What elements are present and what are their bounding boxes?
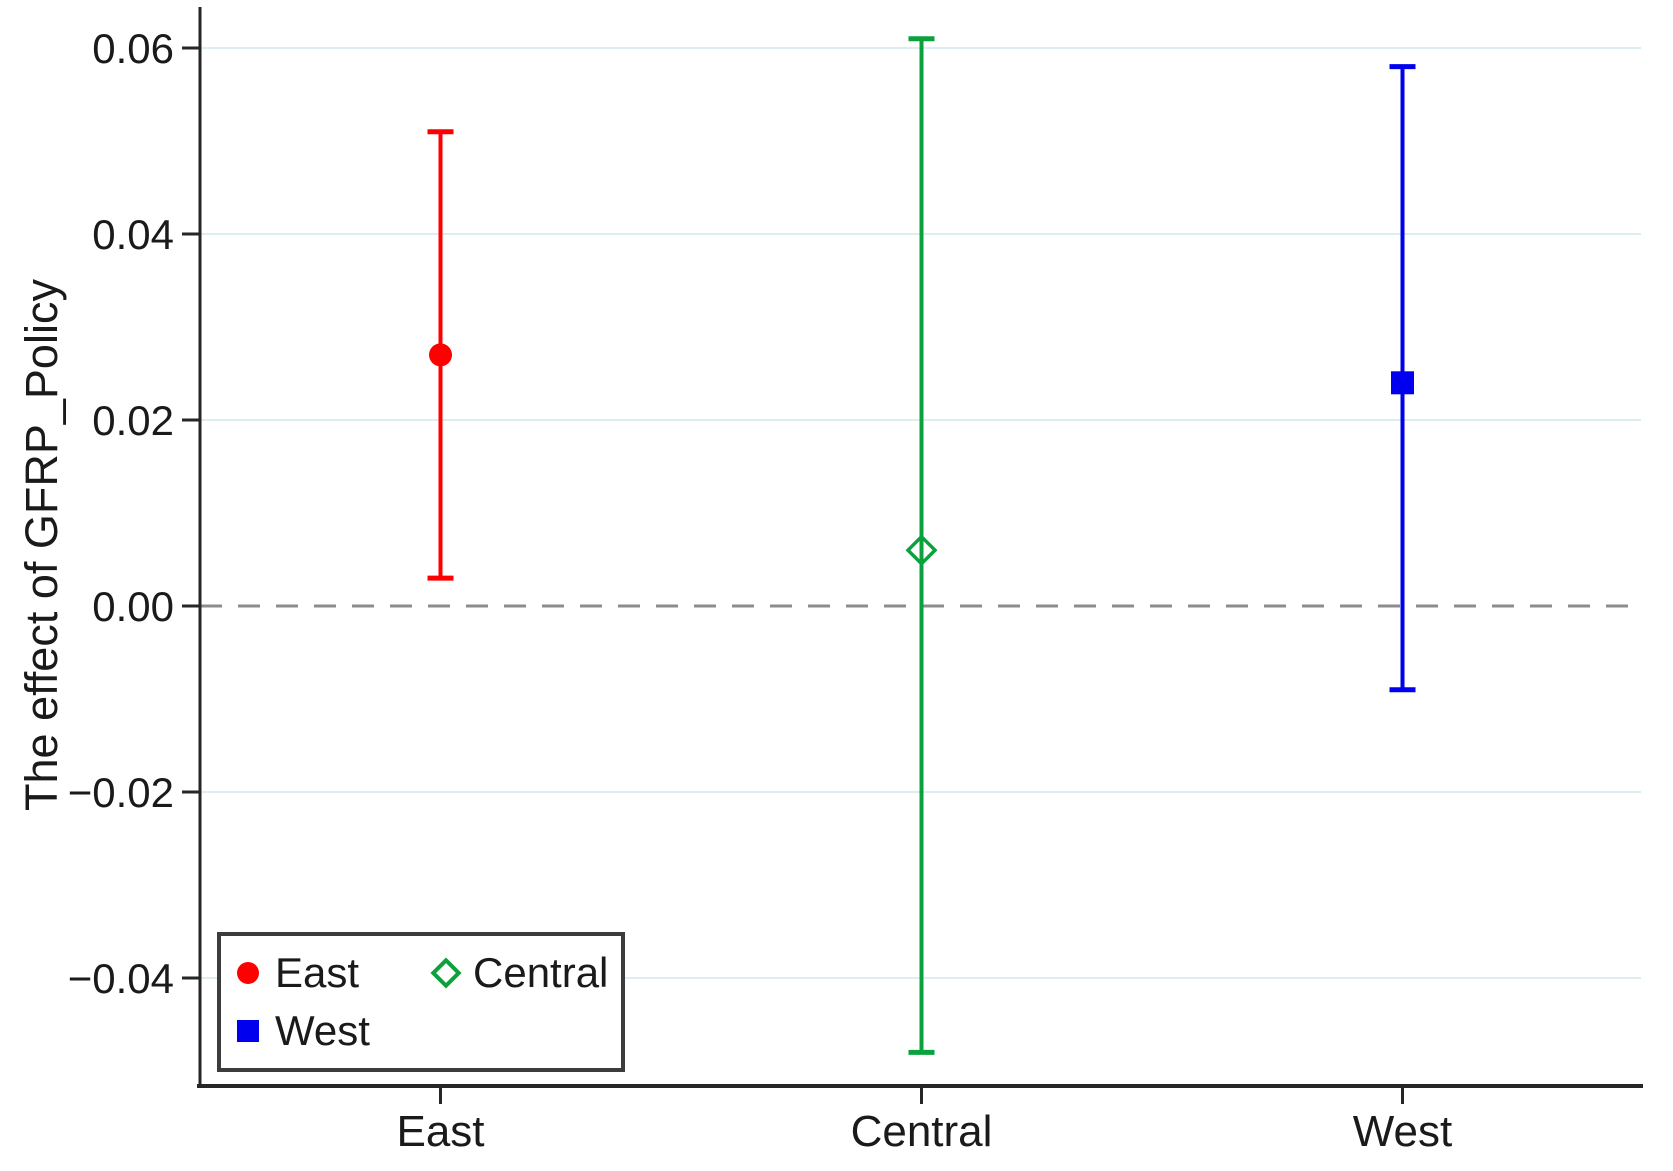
y-tick-label: −0.04 <box>68 955 174 1002</box>
x-tick-label: West <box>1353 1107 1452 1156</box>
legend-item-west: West <box>237 1010 435 1052</box>
legend-label: Central <box>473 949 609 996</box>
y-tick-label: −0.02 <box>68 769 174 816</box>
legend-marker-circle-icon <box>237 962 259 984</box>
y-tick-label: 0.00 <box>92 583 174 630</box>
y-axis-title: The effect of GFRP_Policy <box>16 279 67 811</box>
legend: East Central West <box>217 932 625 1072</box>
legend-marker-square-icon <box>237 1020 259 1042</box>
y-tick-label: 0.06 <box>92 25 174 72</box>
y-tick-label: 0.04 <box>92 211 174 258</box>
marker-circle-east <box>429 343 452 367</box>
x-tick-label: East <box>396 1107 484 1156</box>
legend-item-central: Central <box>430 949 621 996</box>
marker-square-west <box>1391 371 1414 395</box>
x-tick-label: Central <box>851 1107 993 1156</box>
y-tick-label: 0.02 <box>92 397 174 444</box>
legend-marker-diamond-icon <box>430 957 462 989</box>
legend-item-east: East <box>237 952 435 994</box>
legend-label: East <box>275 949 360 996</box>
legend-label: West <box>275 1007 370 1054</box>
marker-diamond-central <box>905 534 938 567</box>
